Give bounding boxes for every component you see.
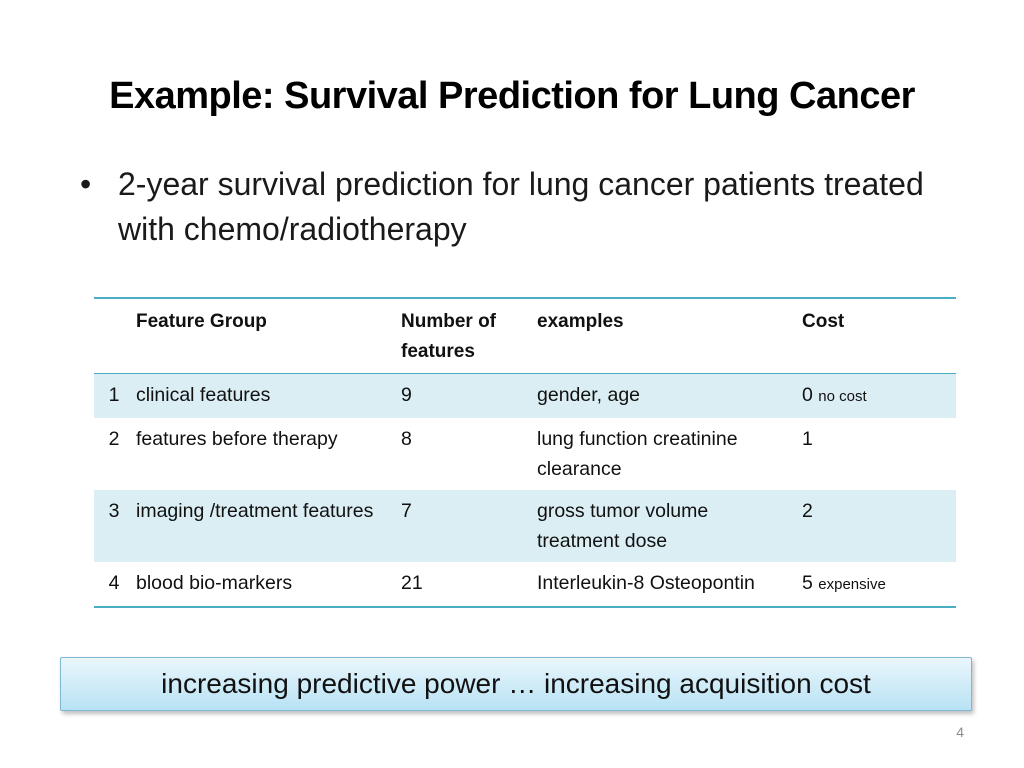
header-num: [94, 298, 130, 374]
row-cost: 2: [796, 490, 956, 562]
row-cost: 0 no cost: [796, 373, 956, 418]
cost-note: expensive: [818, 576, 886, 593]
header-cost: Cost: [796, 298, 956, 374]
row-feature-count: 9: [395, 373, 531, 418]
row-examples: lung function creatinine clearance: [537, 428, 738, 480]
feature-groups-table: Feature Group Number of features example…: [94, 297, 956, 608]
cost-note: no cost: [818, 388, 867, 405]
bullet-point: • 2-year survival prediction for lung ca…: [80, 162, 960, 252]
slide-title: Example: Survival Prediction for Lung Ca…: [109, 75, 915, 117]
row-feature-count: 21: [401, 572, 423, 594]
slide-number: 4: [956, 724, 964, 740]
cost-value: 1: [802, 428, 813, 450]
table-header-row: Feature Group Number of features example…: [94, 298, 956, 374]
header-number-of-features: Number of features: [395, 298, 531, 374]
table-row: 3 imaging /treatment features 7 gross tu…: [94, 490, 956, 562]
cost-value: 0: [802, 384, 813, 406]
row-feature-group: blood bio-markers: [136, 572, 293, 594]
row-examples: Interleukin-8 Osteopontin: [537, 572, 755, 594]
row-number: 1: [94, 373, 130, 418]
cost-value: 2: [802, 500, 813, 522]
row-number: 3: [94, 490, 130, 562]
header-examples: examples: [531, 298, 796, 374]
row-feature-group: clinical features: [130, 373, 395, 418]
table-row: 2 features before therapy 8 lung functio…: [94, 418, 956, 490]
row-cost: 1: [796, 418, 956, 490]
row-feature-group: imaging /treatment features: [130, 490, 395, 562]
row-examples: gender, age: [531, 373, 796, 418]
row-feature-group: features before therapy: [136, 428, 338, 450]
row-feature-count: 8: [401, 428, 412, 450]
table-row: 4 blood bio-markers 21 Interleukin-8 Ost…: [94, 562, 956, 607]
bullet-marker: •: [80, 166, 92, 202]
table-row: 1 clinical features 9 gender, age 0 no c…: [94, 373, 956, 418]
row-cost: 5 expensive: [796, 562, 956, 607]
bullet-text: 2-year survival prediction for lung canc…: [118, 166, 924, 247]
row-number: 4: [108, 572, 120, 594]
row-feature-count: 7: [395, 490, 531, 562]
row-examples: gross tumor volume treatment dose: [531, 490, 796, 562]
summary-banner: increasing predictive power … increasing…: [60, 657, 972, 711]
header-feature-group: Feature Group: [130, 298, 395, 374]
cost-value: 5: [802, 572, 813, 594]
row-number: 2: [108, 428, 120, 450]
